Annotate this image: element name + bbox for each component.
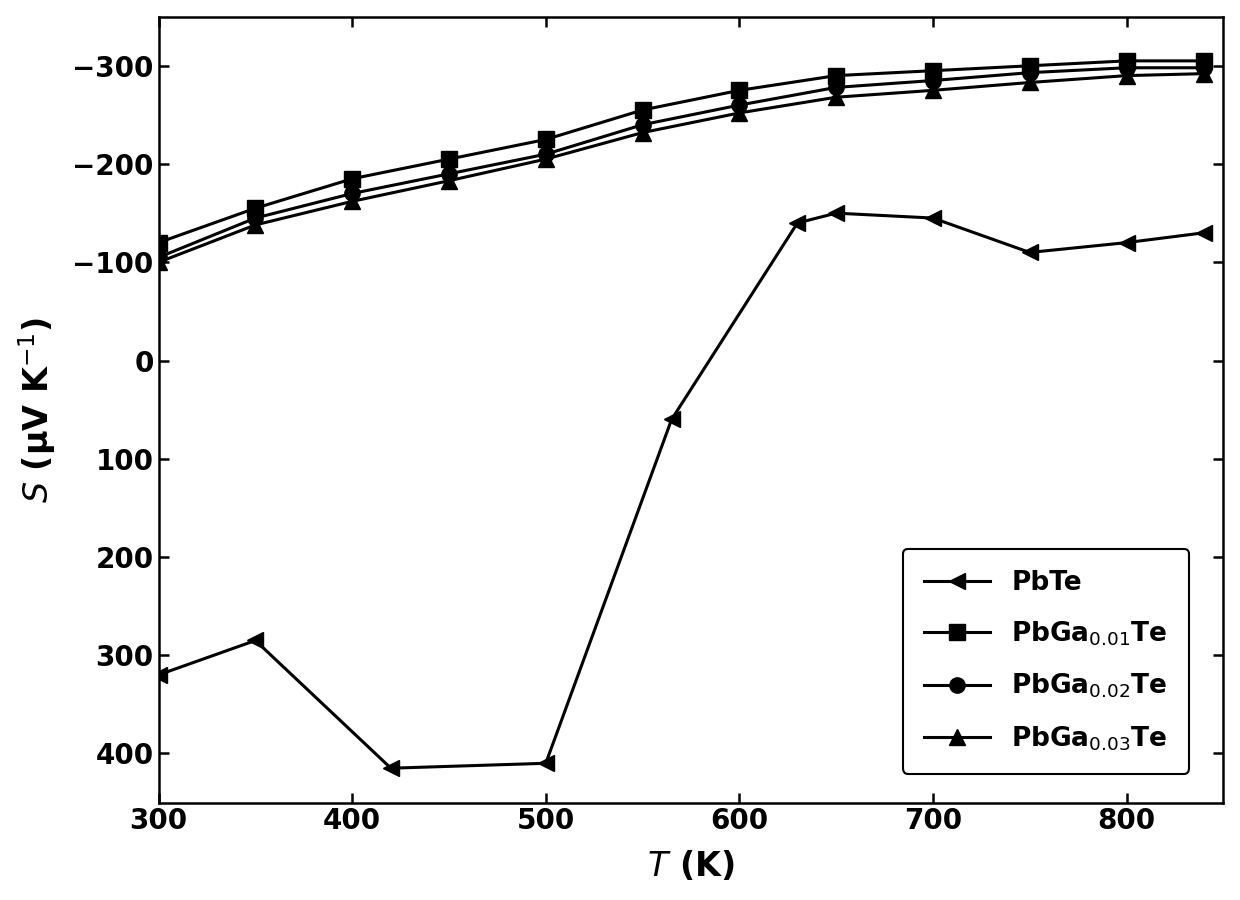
PbGa$_{0.01}$Te [151, 238, 166, 248]
PbGa$_{0.01}$Te [345, 174, 360, 184]
PbGa$_{0.02}$Te [1022, 68, 1037, 78]
PbGa$_{0.01}$Te [732, 85, 746, 95]
PbTe [248, 635, 263, 646]
PbTe [790, 218, 805, 229]
PbGa$_{0.02}$Te [441, 168, 456, 179]
PbTe [828, 208, 843, 219]
PbGa$_{0.02}$Te [732, 100, 746, 111]
PbGa$_{0.03}$Te [925, 85, 940, 95]
PbGa$_{0.02}$Te [248, 212, 263, 223]
PbGa$_{0.03}$Te [441, 176, 456, 186]
PbGa$_{0.01}$Te [441, 154, 456, 165]
PbTe [1118, 238, 1133, 248]
PbGa$_{0.02}$Te [345, 188, 360, 199]
PbGa$_{0.02}$Te [151, 252, 166, 263]
PbGa$_{0.03}$Te [635, 127, 650, 138]
PbTe [1197, 228, 1211, 238]
PbGa$_{0.02}$Te [925, 75, 940, 86]
X-axis label: $\mathit{T}$ (K): $\mathit{T}$ (K) [647, 850, 735, 883]
PbGa$_{0.01}$Te [1118, 56, 1133, 67]
Y-axis label: $\mathit{S}$ (μV K$^{-1}$): $\mathit{S}$ (μV K$^{-1}$) [16, 317, 58, 502]
PbTe [383, 763, 398, 774]
PbGa$_{0.02}$Te [1118, 62, 1133, 73]
PbGa$_{0.03}$Te [538, 154, 553, 165]
PbGa$_{0.02}$Te [1197, 62, 1211, 73]
PbGa$_{0.01}$Te [1022, 60, 1037, 71]
PbTe [925, 212, 940, 223]
PbGa$_{0.03}$Te [732, 107, 746, 118]
PbGa$_{0.01}$Te [248, 202, 263, 213]
Line: PbTe: PbTe [151, 205, 1211, 776]
PbTe [151, 670, 166, 680]
PbGa$_{0.01}$Te [925, 66, 940, 77]
PbGa$_{0.02}$Te [635, 120, 650, 130]
PbGa$_{0.02}$Te [538, 148, 553, 159]
PbGa$_{0.02}$Te [828, 82, 843, 93]
PbTe [1022, 247, 1037, 257]
PbGa$_{0.03}$Te [1118, 70, 1133, 81]
PbGa$_{0.01}$Te [538, 134, 553, 145]
PbGa$_{0.01}$Te [635, 104, 650, 115]
PbGa$_{0.01}$Te [1197, 56, 1211, 67]
PbGa$_{0.03}$Te [1197, 68, 1211, 79]
PbTe [538, 758, 553, 769]
PbGa$_{0.03}$Te [151, 256, 166, 267]
PbGa$_{0.03}$Te [345, 196, 360, 207]
PbGa$_{0.03}$Te [248, 220, 263, 230]
PbGa$_{0.03}$Te [1022, 77, 1037, 88]
Line: PbGa$_{0.03}$Te: PbGa$_{0.03}$Te [151, 66, 1211, 270]
PbGa$_{0.03}$Te [828, 92, 843, 103]
Legend: PbTe, PbGa$_{0.01}$Te, PbGa$_{0.02}$Te, PbGa$_{0.03}$Te: PbTe, PbGa$_{0.01}$Te, PbGa$_{0.02}$Te, … [903, 549, 1189, 774]
Line: PbGa$_{0.01}$Te: PbGa$_{0.01}$Te [151, 53, 1211, 250]
Line: PbGa$_{0.02}$Te: PbGa$_{0.02}$Te [151, 60, 1211, 265]
PbTe [665, 414, 680, 425]
PbGa$_{0.01}$Te [828, 70, 843, 81]
